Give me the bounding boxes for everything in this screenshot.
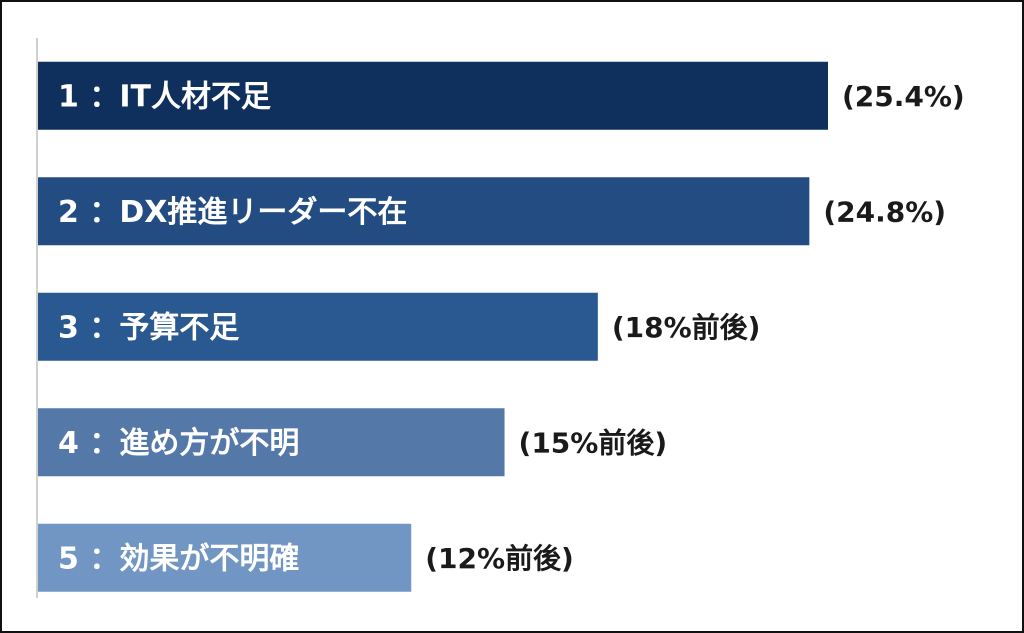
value-label: (18%前後)	[612, 311, 761, 344]
bar	[38, 61, 828, 130]
category-label: 1 ：IT人材不足	[58, 79, 271, 114]
category-label: 5 ：効果が不明確	[58, 541, 299, 576]
category-label: 4 ：進め方が不明	[58, 426, 299, 461]
bar	[38, 408, 505, 477]
value-label: (25.4%)	[842, 80, 965, 113]
bar	[38, 292, 598, 361]
value-label: (24.8%)	[823, 195, 946, 228]
category-label: 3 ：予算不足	[58, 310, 239, 345]
value-label: (15%前後)	[519, 426, 668, 459]
bar	[38, 177, 810, 246]
bar	[38, 523, 412, 592]
value-label: (12%前後)	[425, 542, 574, 575]
category-label: 2 ：DX推進リーダー不在	[58, 195, 407, 230]
